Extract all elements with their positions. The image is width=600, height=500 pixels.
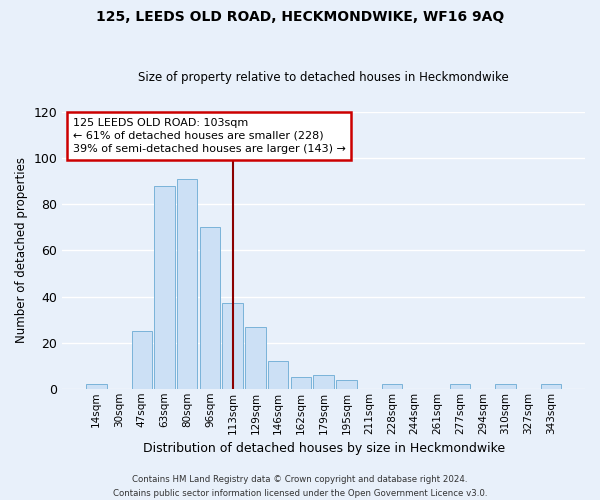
Bar (223, 304, 243, 389)
Bar (496, 384, 516, 389)
Text: 125 LEEDS OLD ROAD: 103sqm
← 61% of detached houses are smaller (228)
39% of sem: 125 LEEDS OLD ROAD: 103sqm ← 61% of deta… (73, 118, 346, 154)
Text: 125, LEEDS OLD ROAD, HECKMONDWIKE, WF16 9AQ: 125, LEEDS OLD ROAD, HECKMONDWIKE, WF16 … (96, 10, 504, 24)
Bar (177, 179, 197, 389)
Bar (313, 375, 334, 389)
Bar (200, 228, 220, 389)
Bar (450, 384, 470, 389)
Bar (154, 186, 175, 389)
Text: Contains HM Land Registry data © Crown copyright and database right 2024.
Contai: Contains HM Land Registry data © Crown c… (113, 476, 487, 498)
Bar (382, 384, 402, 389)
Bar (541, 384, 561, 389)
Y-axis label: Number of detached properties: Number of detached properties (15, 158, 28, 344)
Bar (268, 361, 289, 389)
Bar (290, 377, 311, 389)
X-axis label: Distribution of detached houses by size in Heckmondwike: Distribution of detached houses by size … (143, 442, 505, 455)
Title: Size of property relative to detached houses in Heckmondwike: Size of property relative to detached ho… (138, 72, 509, 85)
Bar (245, 326, 266, 389)
Bar (86, 384, 107, 389)
Bar (131, 331, 152, 389)
Bar (336, 380, 356, 389)
